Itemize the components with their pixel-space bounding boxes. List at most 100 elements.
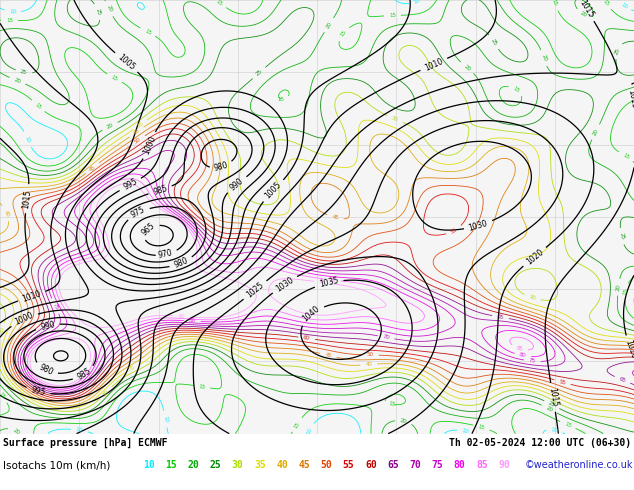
Text: 15: 15: [165, 460, 177, 470]
Text: 20: 20: [463, 64, 472, 72]
Text: ©weatheronline.co.uk: ©weatheronline.co.uk: [524, 460, 633, 470]
Text: 10: 10: [75, 427, 83, 433]
Text: 10: 10: [619, 1, 628, 10]
Text: 40: 40: [276, 460, 288, 470]
Text: 10: 10: [631, 296, 634, 304]
Text: 70: 70: [410, 460, 421, 470]
Text: 1030: 1030: [274, 275, 295, 294]
Text: 1000: 1000: [141, 135, 157, 156]
Text: 25: 25: [618, 232, 624, 240]
Text: 20: 20: [592, 128, 600, 136]
Text: 20: 20: [11, 427, 20, 435]
Text: 1010: 1010: [21, 289, 42, 303]
Text: 20: 20: [106, 122, 114, 130]
Text: 15: 15: [110, 74, 119, 82]
Text: 60: 60: [303, 335, 311, 341]
Text: 15: 15: [6, 18, 13, 23]
Text: 75: 75: [432, 460, 443, 470]
Text: 20: 20: [188, 460, 199, 470]
Text: 1035: 1035: [318, 276, 339, 290]
Text: 25: 25: [94, 7, 101, 16]
Text: 90: 90: [82, 367, 90, 375]
Text: 20: 20: [325, 21, 333, 29]
Text: 15: 15: [339, 29, 347, 38]
Text: 25: 25: [255, 69, 263, 77]
Text: 20: 20: [545, 405, 553, 413]
Text: 35: 35: [128, 365, 137, 372]
Text: 985: 985: [152, 183, 169, 196]
Text: 55: 55: [559, 379, 567, 386]
Text: 990: 990: [39, 320, 56, 332]
Text: 20: 20: [579, 11, 588, 19]
Text: 995: 995: [30, 385, 46, 398]
Text: 1015: 1015: [578, 0, 595, 19]
Text: 20: 20: [105, 4, 113, 13]
Text: 10: 10: [550, 427, 559, 434]
Text: 15: 15: [278, 97, 285, 101]
Text: 15: 15: [477, 424, 486, 431]
Text: 45: 45: [332, 214, 339, 220]
Text: 1010: 1010: [423, 56, 444, 73]
Text: 55: 55: [343, 460, 354, 470]
Text: 1015: 1015: [626, 88, 634, 109]
Text: 10: 10: [413, 0, 422, 5]
Text: 10: 10: [462, 428, 470, 435]
Text: 45: 45: [299, 460, 310, 470]
Text: 20: 20: [399, 418, 408, 424]
Text: 65: 65: [618, 376, 626, 384]
Text: 55: 55: [450, 227, 458, 235]
Text: 85: 85: [328, 277, 336, 283]
Text: 15: 15: [389, 401, 396, 408]
Text: 30: 30: [391, 115, 399, 122]
Text: 85: 85: [515, 345, 524, 352]
Text: 1030: 1030: [468, 219, 489, 232]
Text: 25: 25: [548, 401, 556, 409]
Text: 35: 35: [254, 460, 266, 470]
Text: 90: 90: [319, 279, 327, 285]
Text: 15: 15: [143, 28, 152, 36]
Text: 1015: 1015: [547, 387, 559, 408]
Text: 25: 25: [614, 47, 621, 55]
Text: 985: 985: [75, 367, 93, 382]
Text: 15: 15: [564, 421, 572, 429]
Text: 15: 15: [215, 0, 224, 7]
Text: 30: 30: [232, 460, 243, 470]
Text: 1005: 1005: [263, 180, 283, 201]
Text: 85: 85: [476, 460, 488, 470]
Text: 60: 60: [365, 460, 377, 470]
Text: 15: 15: [294, 420, 301, 429]
Text: 15: 15: [512, 85, 521, 94]
Text: 1010: 1010: [623, 339, 634, 360]
Text: 45: 45: [325, 352, 332, 359]
Text: 980: 980: [212, 161, 229, 173]
Text: 15: 15: [623, 288, 629, 295]
Text: Th 02-05-2024 12:00 UTC (06+30): Th 02-05-2024 12:00 UTC (06+30): [449, 438, 631, 448]
Text: 90: 90: [178, 314, 185, 319]
Text: 40: 40: [133, 128, 141, 136]
Text: Isotachs 10m (km/h): Isotachs 10m (km/h): [3, 460, 110, 470]
Text: 90: 90: [498, 460, 510, 470]
Text: 15: 15: [34, 101, 42, 110]
Text: 80: 80: [454, 460, 465, 470]
Text: 995: 995: [122, 177, 139, 192]
Text: 1040: 1040: [301, 305, 321, 324]
Text: 965: 965: [139, 221, 157, 237]
Text: 1025: 1025: [245, 281, 266, 299]
Text: 65: 65: [387, 460, 399, 470]
Text: 30: 30: [0, 327, 6, 335]
Text: 50: 50: [134, 137, 142, 145]
Text: 980: 980: [37, 363, 55, 377]
Text: 980: 980: [172, 256, 190, 270]
Text: 15: 15: [601, 0, 609, 7]
Text: 20: 20: [13, 77, 22, 84]
Text: 10: 10: [162, 415, 169, 423]
Text: 75: 75: [51, 302, 59, 310]
Text: 20: 20: [616, 283, 621, 291]
Text: 65: 65: [496, 314, 505, 320]
Text: 25: 25: [20, 69, 28, 75]
Text: 1020: 1020: [524, 247, 545, 266]
Text: 10: 10: [9, 9, 16, 14]
Text: 10: 10: [24, 135, 31, 144]
Text: 1005: 1005: [116, 53, 136, 72]
Text: 80: 80: [519, 352, 527, 359]
